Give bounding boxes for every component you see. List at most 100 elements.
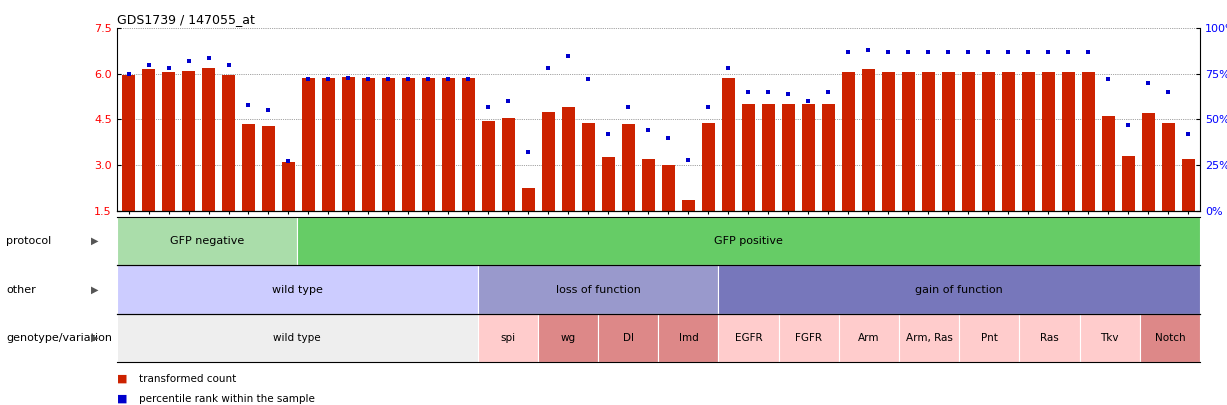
Bar <box>1081 72 1094 211</box>
Bar <box>342 77 355 211</box>
Bar <box>263 126 275 211</box>
Bar <box>1022 72 1034 211</box>
Bar <box>861 69 875 211</box>
Bar <box>162 72 175 211</box>
Text: GFP negative: GFP negative <box>169 236 244 246</box>
Bar <box>782 104 795 211</box>
Bar <box>562 107 574 211</box>
Bar <box>801 104 815 211</box>
Text: GFP positive: GFP positive <box>714 236 783 246</box>
Text: wg: wg <box>561 333 575 343</box>
Text: other: other <box>6 285 36 294</box>
Bar <box>682 200 694 211</box>
Text: FGFR: FGFR <box>795 333 822 343</box>
Bar <box>222 75 236 211</box>
Bar <box>742 104 755 211</box>
Bar <box>721 79 735 211</box>
Bar <box>982 72 995 211</box>
Bar <box>882 72 894 211</box>
Text: ■: ■ <box>117 394 128 404</box>
Bar <box>362 79 375 211</box>
Bar <box>601 158 615 211</box>
Bar <box>962 72 974 211</box>
Bar <box>542 112 555 211</box>
Text: ▶: ▶ <box>91 285 98 294</box>
Bar <box>477 265 719 314</box>
Text: spi: spi <box>501 333 515 343</box>
Text: Imd: Imd <box>679 333 698 343</box>
Bar <box>779 314 839 362</box>
Text: ■: ■ <box>117 374 128 384</box>
Bar <box>899 314 960 362</box>
Bar <box>719 314 779 362</box>
Bar <box>960 314 1020 362</box>
Bar <box>642 159 655 211</box>
Text: ▶: ▶ <box>91 236 98 246</box>
Text: Arm, Ras: Arm, Ras <box>906 333 952 343</box>
Bar <box>661 165 675 211</box>
Text: GDS1739 / 147055_at: GDS1739 / 147055_at <box>117 13 254 26</box>
Bar <box>242 124 255 211</box>
Text: Dl: Dl <box>622 333 633 343</box>
Bar <box>1020 314 1080 362</box>
Bar <box>582 122 595 211</box>
Bar <box>1042 72 1054 211</box>
Bar <box>902 72 914 211</box>
Text: Ras: Ras <box>1040 333 1059 343</box>
Text: EGFR: EGFR <box>735 333 762 343</box>
Bar <box>921 72 935 211</box>
Text: wild type: wild type <box>274 333 321 343</box>
Bar <box>658 314 719 362</box>
Bar <box>537 314 598 362</box>
Bar <box>1102 117 1114 211</box>
Text: genotype/variation: genotype/variation <box>6 333 112 343</box>
Bar <box>1080 314 1140 362</box>
Bar <box>117 314 477 362</box>
Bar <box>1061 72 1075 211</box>
Text: gain of function: gain of function <box>915 285 1004 294</box>
Bar <box>182 71 195 211</box>
Bar <box>1182 159 1195 211</box>
Bar <box>842 72 855 211</box>
Bar <box>121 75 135 211</box>
Bar <box>477 314 537 362</box>
Text: percentile rank within the sample: percentile rank within the sample <box>139 394 314 404</box>
Bar <box>1140 314 1200 362</box>
Text: loss of function: loss of function <box>556 285 640 294</box>
Bar <box>202 68 215 211</box>
Bar <box>461 79 475 211</box>
Text: Tkv: Tkv <box>1101 333 1119 343</box>
Text: wild type: wild type <box>271 285 323 294</box>
Bar <box>302 79 315 211</box>
Bar <box>1162 122 1174 211</box>
Text: Pnt: Pnt <box>980 333 998 343</box>
Bar <box>502 118 515 211</box>
Bar <box>117 265 477 314</box>
Bar <box>521 188 535 211</box>
Text: Arm: Arm <box>858 333 880 343</box>
Bar <box>719 265 1200 314</box>
Bar <box>442 79 455 211</box>
Bar <box>282 162 294 211</box>
Bar <box>402 79 415 211</box>
Bar <box>422 79 434 211</box>
Bar <box>117 217 297 265</box>
Bar <box>482 121 494 211</box>
Bar <box>321 79 335 211</box>
Bar <box>1141 113 1155 211</box>
Text: Notch: Notch <box>1155 333 1185 343</box>
Bar <box>382 79 395 211</box>
Text: protocol: protocol <box>6 236 52 246</box>
Bar <box>839 314 899 362</box>
Bar <box>762 104 774 211</box>
Bar <box>297 217 1200 265</box>
Text: ▶: ▶ <box>91 333 98 343</box>
Bar <box>1001 72 1015 211</box>
Text: transformed count: transformed count <box>139 374 236 384</box>
Bar <box>622 124 634 211</box>
Bar <box>598 314 658 362</box>
Bar <box>702 122 715 211</box>
Bar <box>941 72 955 211</box>
Bar <box>142 69 155 211</box>
Bar <box>1121 156 1135 211</box>
